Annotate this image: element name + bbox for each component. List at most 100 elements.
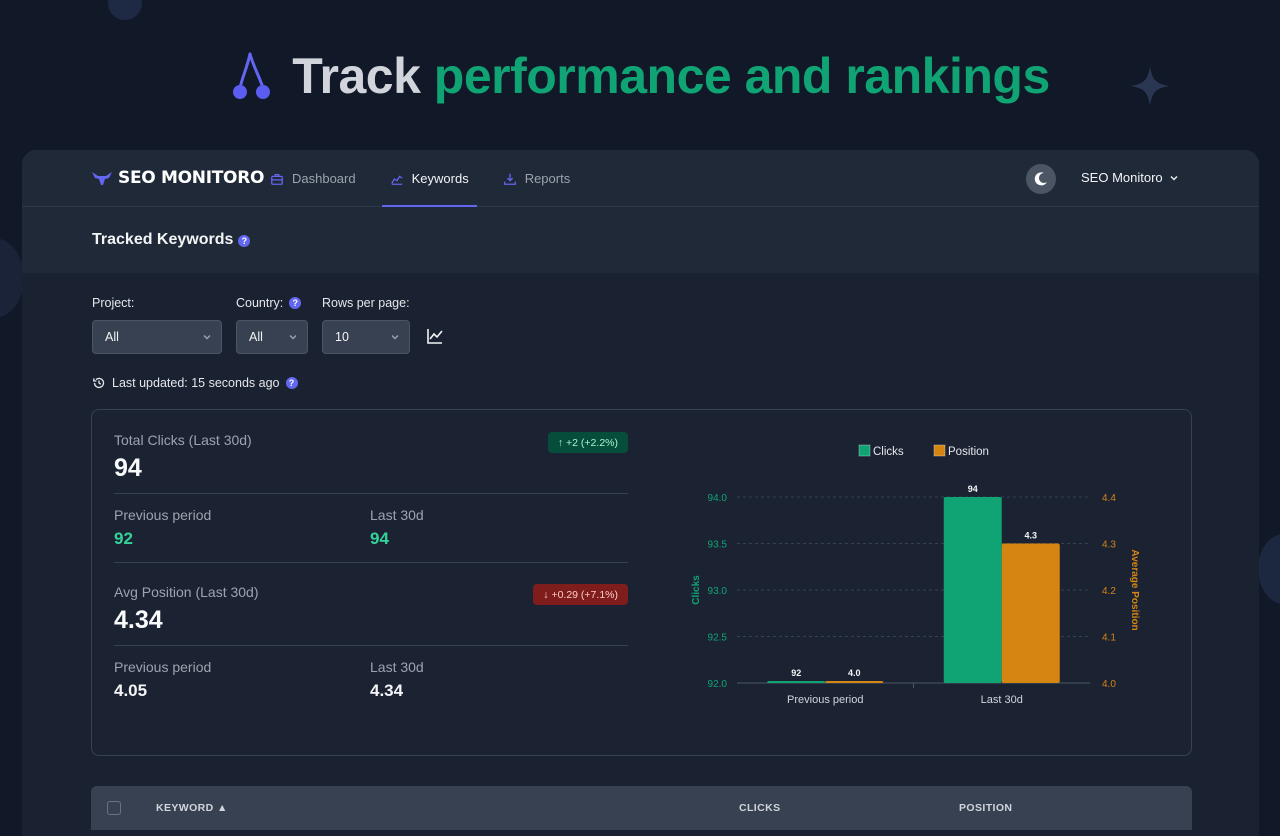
download-icon: [503, 173, 516, 185]
nav-dashboard[interactable]: Dashboard: [266, 150, 360, 207]
sparkle-icon: [1130, 66, 1170, 106]
chevron-down-icon: [289, 335, 297, 340]
brand-name: SEO MONITORO: [118, 168, 265, 188]
y2-tick-label: 4.0: [1102, 679, 1116, 690]
y2-tick-label: 4.3: [1102, 540, 1116, 551]
clicks-stat: Total Clicks (Last 30d) ↑ +2 (+2.2%) 94 …: [114, 432, 628, 563]
keywords-table-header: KEYWORD ▲ CLICKS POSITION: [91, 786, 1192, 830]
rows-filter: Rows per page: 10: [322, 295, 410, 354]
y2-tick-label: 4.2: [1102, 586, 1116, 597]
position-prev-value: 4.05: [114, 681, 148, 700]
chart-toggle-icon[interactable]: [426, 327, 444, 345]
top-navbar: SEO MONITORO Dashboard Keywords Reports: [22, 150, 1259, 207]
country-filter-label: Country:: [236, 296, 284, 310]
position-stat: Avg Position (Last 30d) ↓ +0.29 (+7.1%) …: [114, 584, 628, 701]
nav-reports[interactable]: Reports: [499, 150, 575, 207]
bar-value-label: 94: [968, 484, 978, 494]
clicks-stat-title: Total Clicks (Last 30d): [114, 432, 252, 448]
help-icon[interactable]: ?: [289, 297, 302, 309]
clicks-position-chart: 92.0 92.5 93.0 93.5 94.0 4.0 4.1 4.2 4.3 4.4 Click…: [691, 444, 1140, 706]
decorative-blob-left: [0, 238, 24, 318]
column-header-clicks[interactable]: CLICKS: [739, 802, 781, 814]
clicks-stat-value: 94: [114, 454, 142, 482]
y-tick-label: 93.0: [708, 586, 728, 597]
y-tick-label: 94.0: [708, 493, 728, 504]
brand-logo[interactable]: SEO MONITORO: [92, 168, 264, 188]
x-tick-label: Last 30d: [981, 694, 1023, 706]
clicks-prev-value: 92: [114, 529, 133, 548]
rows-select[interactable]: 10: [322, 320, 410, 354]
y-tick-label: 92.0: [708, 679, 728, 690]
last-updated-text: Last updated: 15 seconds ago: [112, 376, 280, 390]
bar-value-label: 4.0: [848, 668, 861, 678]
clicks-last-label: Last 30d: [370, 507, 424, 523]
page-header: Tracked Keywords ?: [22, 207, 1259, 273]
column-header-keyword[interactable]: KEYWORD ▲: [156, 802, 228, 814]
y-tick-label: 93.5: [708, 540, 728, 551]
bull-logo-icon: [92, 172, 112, 185]
legend-swatch-position: [933, 444, 946, 457]
app-window: SEO MONITORO Dashboard Keywords Reports: [22, 150, 1259, 836]
page-title: Tracked Keywords: [92, 231, 234, 248]
y2-tick-label: 4.1: [1102, 633, 1116, 644]
chevron-down-icon: [1170, 175, 1178, 181]
x-tick-label: Previous period: [787, 694, 863, 706]
position-stat-title: Avg Position (Last 30d): [114, 584, 259, 600]
y2-axis-title: Average Position: [1129, 549, 1140, 630]
position-stat-value: 4.34: [114, 606, 163, 634]
bar-position: [1001, 543, 1060, 683]
country-select-value: All: [249, 330, 263, 344]
decorative-circle: [108, 0, 142, 20]
select-all-checkbox[interactable]: [107, 801, 121, 815]
bar-clicks: [943, 497, 1002, 683]
rows-filter-label: Rows per page:: [322, 296, 410, 310]
hero-title-word1: Track: [292, 48, 421, 104]
help-icon[interactable]: ?: [238, 235, 251, 247]
nav-keywords[interactable]: Keywords: [381, 150, 477, 207]
position-comparison: Previous period 4.05 Last 30d 4.34: [114, 659, 628, 701]
bar-position: [825, 681, 884, 683]
chevron-down-icon: [391, 335, 399, 340]
theme-toggle-button[interactable]: [1026, 164, 1056, 194]
legend-swatch-clicks: [858, 444, 871, 457]
filter-bar: Project: All Country: ? All Rows per pag…: [92, 295, 444, 354]
country-filter: Country: ? All: [236, 295, 308, 354]
divider: [114, 493, 628, 494]
hero-title: Track performance and rankings: [292, 47, 1050, 105]
bar-clicks: [767, 681, 826, 683]
history-icon: [93, 377, 105, 389]
stats-card: Total Clicks (Last 30d) ↑ +2 (+2.2%) 94 …: [91, 409, 1192, 756]
clicks-trend-badge: ↑ +2 (+2.2%): [547, 432, 628, 453]
project-filter-label: Project:: [92, 296, 135, 310]
nav-keywords-label: Keywords: [411, 171, 469, 186]
nav-reports-label: Reports: [524, 171, 571, 186]
project-select[interactable]: All: [92, 320, 222, 354]
divider: [114, 562, 628, 563]
project-filter: Project: All: [92, 295, 222, 354]
nav-links: Dashboard Keywords Reports: [266, 150, 600, 207]
bar-value-label: 92: [791, 668, 801, 678]
clicks-comparison: Previous period 92 Last 30d 94: [114, 507, 628, 549]
legend-label-position: Position: [948, 446, 989, 458]
position-trend-badge: ↓ +0.29 (+7.1%): [533, 584, 628, 605]
nav-dashboard-label: Dashboard: [292, 171, 356, 186]
position-last-value: 4.34: [370, 681, 404, 700]
y-axis-title: Clicks: [691, 575, 702, 605]
last-updated: Last updated: 15 seconds ago ?: [92, 376, 298, 390]
column-header-position[interactable]: POSITION: [959, 802, 1013, 814]
bar-value-label: 4.3: [1024, 531, 1037, 541]
account-name: SEO Monitoro: [1081, 170, 1163, 185]
country-select[interactable]: All: [236, 320, 308, 354]
y-tick-label: 92.5: [708, 633, 728, 644]
clicks-last-value: 94: [370, 529, 389, 548]
y2-tick-label: 4.4: [1102, 493, 1116, 504]
position-last-label: Last 30d: [370, 659, 424, 675]
chevron-down-icon: [203, 335, 211, 340]
position-prev-label: Previous period: [114, 659, 212, 675]
cherries-icon: [233, 52, 271, 99]
clicks-prev-label: Previous period: [114, 507, 212, 523]
help-icon[interactable]: ?: [285, 377, 298, 389]
country-filter-label-row: Country: ?: [236, 295, 308, 311]
account-menu[interactable]: SEO Monitoro: [1081, 170, 1179, 185]
rows-select-value: 10: [335, 330, 349, 344]
